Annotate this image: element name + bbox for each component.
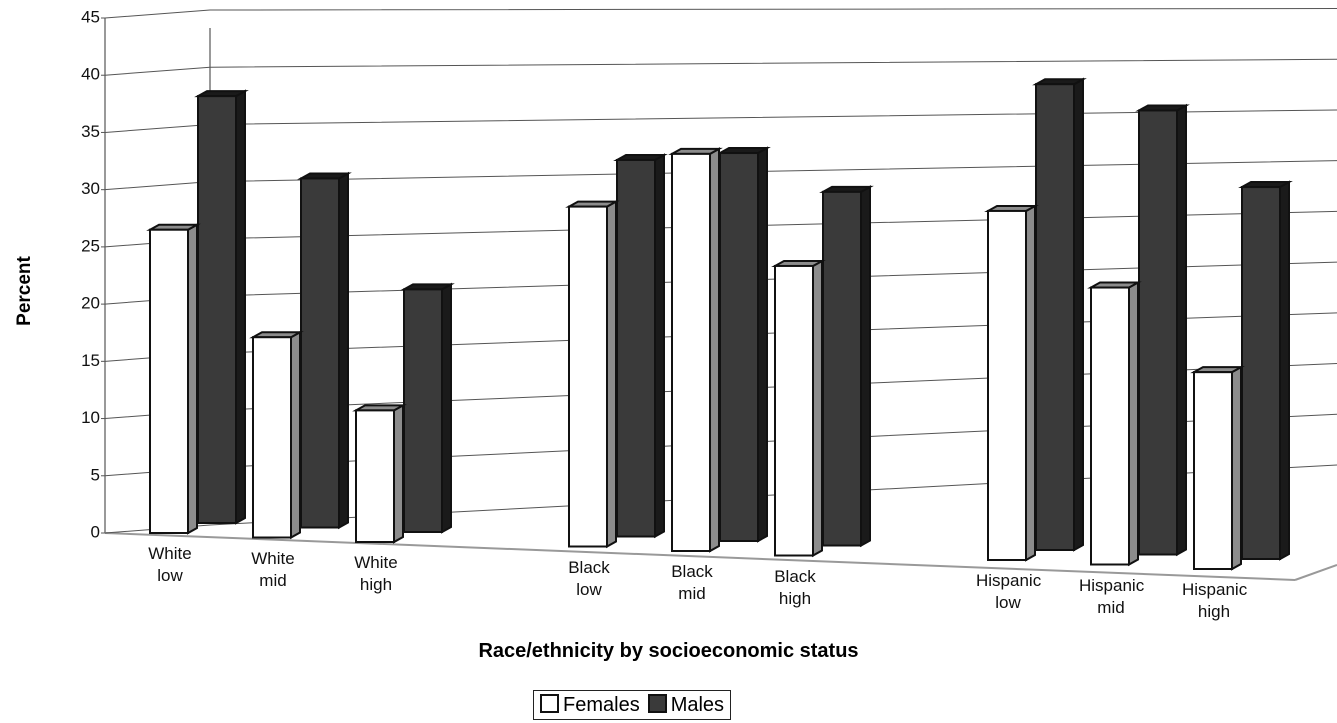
- bar-side: [757, 146, 768, 543]
- bar: [774, 264, 814, 557]
- floor-edge: [1294, 564, 1337, 581]
- grid-line: [104, 58, 1337, 76]
- bar: [1035, 83, 1075, 551]
- y-tick-label: 40: [81, 65, 100, 84]
- x-tick-label: White low: [148, 544, 192, 585]
- legend-label: Males: [670, 694, 725, 716]
- grid-segment: [104, 58, 1337, 76]
- bar-side: [1279, 180, 1290, 561]
- grid-line: [104, 464, 1337, 534]
- legend-item: Males: [647, 691, 725, 719]
- x-tick-label: White mid: [251, 548, 295, 590]
- legend: Females Males: [533, 690, 732, 720]
- y-tick-label: 20: [81, 294, 100, 313]
- legend-item: Females: [540, 691, 640, 719]
- x-tick-label: Hispanic mid: [1079, 575, 1145, 617]
- bar-side: [606, 199, 617, 549]
- bar-side: [290, 330, 301, 540]
- y-tick-label: 35: [81, 122, 100, 141]
- bar: [568, 205, 608, 548]
- bar-side: [1128, 280, 1139, 567]
- bar-side: [654, 153, 665, 539]
- bar: [822, 190, 862, 547]
- y-tick-label: 45: [81, 7, 100, 26]
- bar-side: [812, 259, 823, 558]
- bar-side: [393, 403, 404, 544]
- bar: [197, 95, 237, 524]
- bar: [1241, 186, 1281, 561]
- x-tick-label: Black mid: [671, 562, 713, 603]
- x-tick-label: Hispanic high: [1182, 580, 1248, 621]
- y-tick-label: 15: [81, 351, 100, 370]
- bar-side: [235, 89, 246, 525]
- bar-side: [1025, 204, 1036, 562]
- y-tick-label: 10: [81, 408, 100, 427]
- y-tick-label: 0: [91, 522, 100, 541]
- bar: [616, 158, 656, 538]
- x-axis-label: Race/ethnicity by socioeconomic status: [478, 640, 859, 662]
- bar-side: [1073, 77, 1084, 552]
- legend-swatch: [540, 694, 559, 713]
- bar-side: [338, 171, 349, 530]
- y-tick-label: 25: [81, 236, 100, 255]
- x-tick-label: White high: [354, 553, 398, 594]
- y-tick-label: 30: [81, 179, 100, 198]
- grid-segment: [104, 8, 1337, 19]
- bar: [1193, 371, 1233, 570]
- bar: [671, 152, 711, 552]
- y-axis-label: Percent: [14, 256, 35, 326]
- bar: [355, 409, 395, 543]
- bar: [987, 209, 1027, 561]
- floor-edge: [104, 532, 1296, 581]
- bar-side: [860, 185, 871, 548]
- bar: [149, 228, 189, 534]
- y-tick-label: 5: [91, 465, 100, 484]
- legend-label: Females: [563, 694, 640, 716]
- bar-side: [1176, 103, 1187, 557]
- bar-side: [187, 223, 198, 535]
- legend-swatch: [647, 694, 667, 713]
- x-tick-label: Black high: [774, 566, 816, 608]
- x-tick-label: Hispanic low: [976, 571, 1042, 612]
- bar-side: [1231, 365, 1242, 571]
- bar: [403, 288, 443, 533]
- bar: [252, 336, 292, 539]
- bar-side: [441, 282, 452, 534]
- grid-segment: [104, 464, 1337, 534]
- bar-side: [709, 147, 720, 553]
- bar: [300, 177, 340, 529]
- bar: [1138, 109, 1178, 556]
- grid-line: [104, 8, 1337, 19]
- x-tick-label: Black low: [568, 557, 610, 599]
- bar: [1090, 286, 1130, 566]
- bar: [719, 152, 759, 543]
